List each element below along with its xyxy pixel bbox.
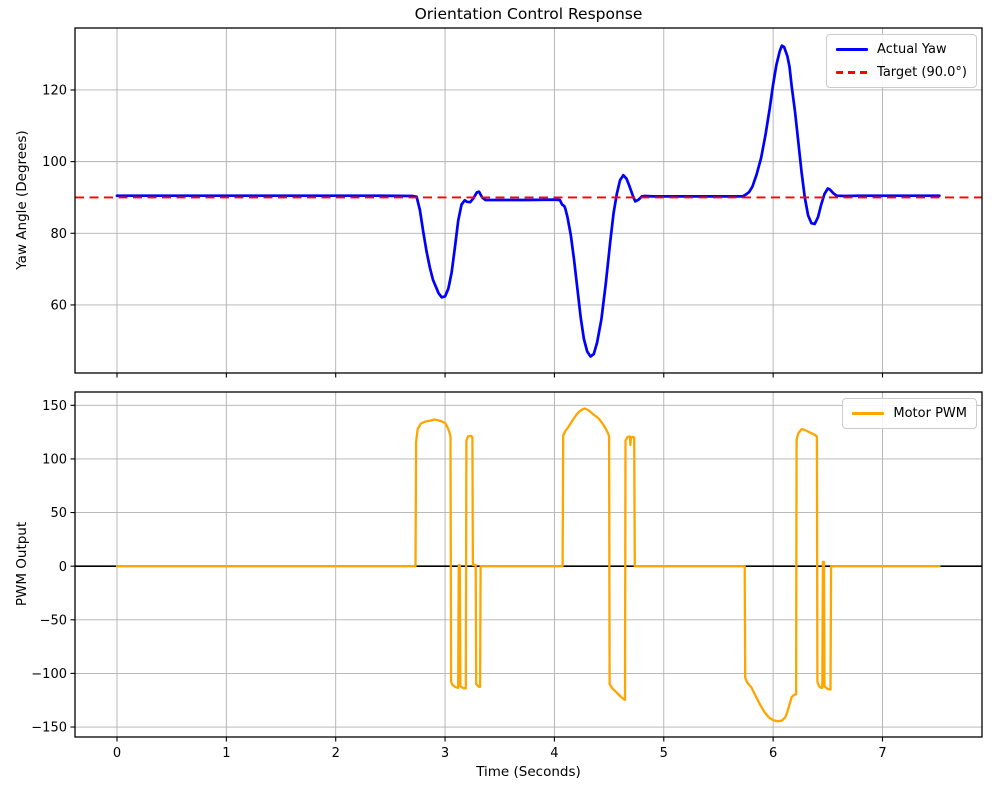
plot-border	[74, 27, 983, 374]
x-tick-label: 0	[113, 746, 121, 761]
legend-line-sample-actual-yaw	[836, 48, 869, 51]
x-tick-label: 1	[222, 746, 230, 761]
y-tick-label: 150	[42, 399, 67, 414]
x-axis-label: Time (Seconds)	[476, 764, 581, 780]
y-tick-label: 50	[50, 506, 67, 521]
chart-title: Orientation Control Response	[414, 5, 643, 23]
y-tick-label: 100	[42, 155, 67, 170]
legend-line-sample-motor-pwm	[852, 412, 885, 415]
legend-label-target: Target (90.0°)	[877, 65, 967, 80]
y-tick-label: −150	[31, 721, 67, 736]
x-tick-label: 6	[769, 746, 777, 761]
x-tick-label: 5	[660, 746, 668, 761]
legend-label-motor-pwm: Motor PWM	[893, 406, 967, 421]
bottom-legend: Motor PWM	[842, 398, 977, 429]
bottom-y-axis-label: PWM Output	[14, 521, 30, 607]
y-tick-label: 80	[50, 227, 67, 242]
y-tick-label: −50	[40, 613, 67, 628]
x-tick-label: 4	[550, 746, 558, 761]
legend-label-actual-yaw: Actual Yaw	[877, 42, 947, 57]
legend-item-actual-yaw: Actual Yaw	[836, 42, 967, 57]
x-tick-label: 3	[441, 746, 449, 761]
y-tick-label: −100	[31, 667, 67, 682]
plot-border	[74, 391, 983, 738]
y-tick-label: 60	[50, 299, 67, 314]
top-y-axis-label: Yaw Angle (Degrees)	[14, 130, 30, 270]
x-tick-label: 7	[878, 746, 886, 761]
top-legend: Actual Yaw Target (90.0°)	[826, 34, 977, 88]
legend-item-motor-pwm: Motor PWM	[852, 406, 967, 421]
series-motor-pwm	[115, 407, 941, 723]
legend-item-target: Target (90.0°)	[836, 65, 967, 80]
y-tick-label: 100	[42, 453, 67, 468]
series-actual-yaw	[115, 44, 941, 358]
y-tick-label: 0	[59, 560, 67, 575]
x-tick-label: 2	[332, 746, 340, 761]
legend-line-sample-target	[836, 71, 869, 74]
y-tick-label: 120	[42, 84, 67, 99]
